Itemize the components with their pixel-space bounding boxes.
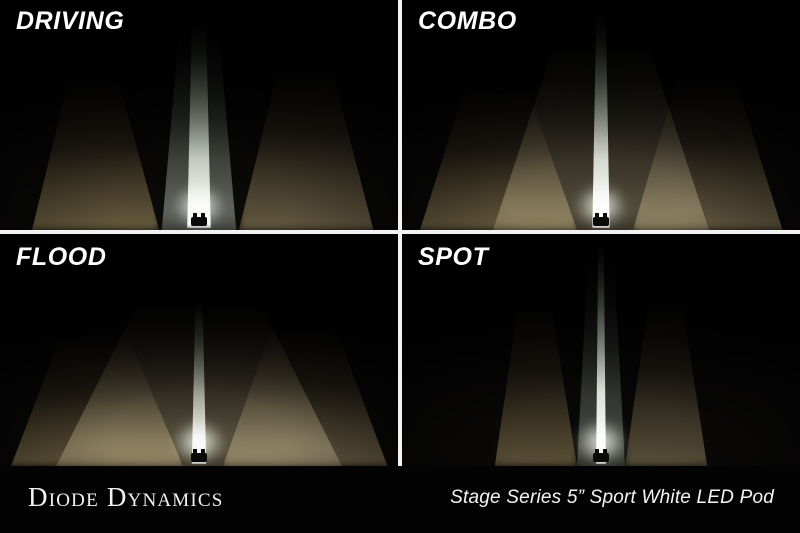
panel-label-spot: SPOT xyxy=(418,243,489,271)
night-road-scene-spot xyxy=(402,234,800,466)
beam-panel-flood: FLOOD xyxy=(0,234,398,466)
beam-panel-driving: DRIVING xyxy=(0,0,398,230)
beam-panel-combo: COMBO xyxy=(402,0,800,230)
vignette-overlay xyxy=(0,0,398,230)
vignette-overlay xyxy=(0,234,398,466)
product-caption: Stage Series 5” Sport White LED Pod xyxy=(450,487,774,508)
vignette-overlay xyxy=(402,0,800,230)
night-road-scene-flood xyxy=(0,234,398,466)
night-road-scene-driving xyxy=(0,0,398,230)
night-road-scene-combo xyxy=(402,0,800,230)
brand-wordmark: Diode Dynamics xyxy=(28,482,224,512)
footer-bar: Diode Dynamics Stage Series 5” Sport Whi… xyxy=(0,466,800,533)
panel-label-driving: DRIVING xyxy=(16,7,125,35)
panel-label-combo: COMBO xyxy=(418,7,517,35)
beam-panel-grid: DRIVING COMBO xyxy=(0,0,800,466)
panel-label-flood: FLOOD xyxy=(16,243,107,271)
vignette-overlay xyxy=(402,234,800,466)
horizontal-divider xyxy=(0,230,800,234)
beam-panel-spot: SPOT xyxy=(402,234,800,466)
